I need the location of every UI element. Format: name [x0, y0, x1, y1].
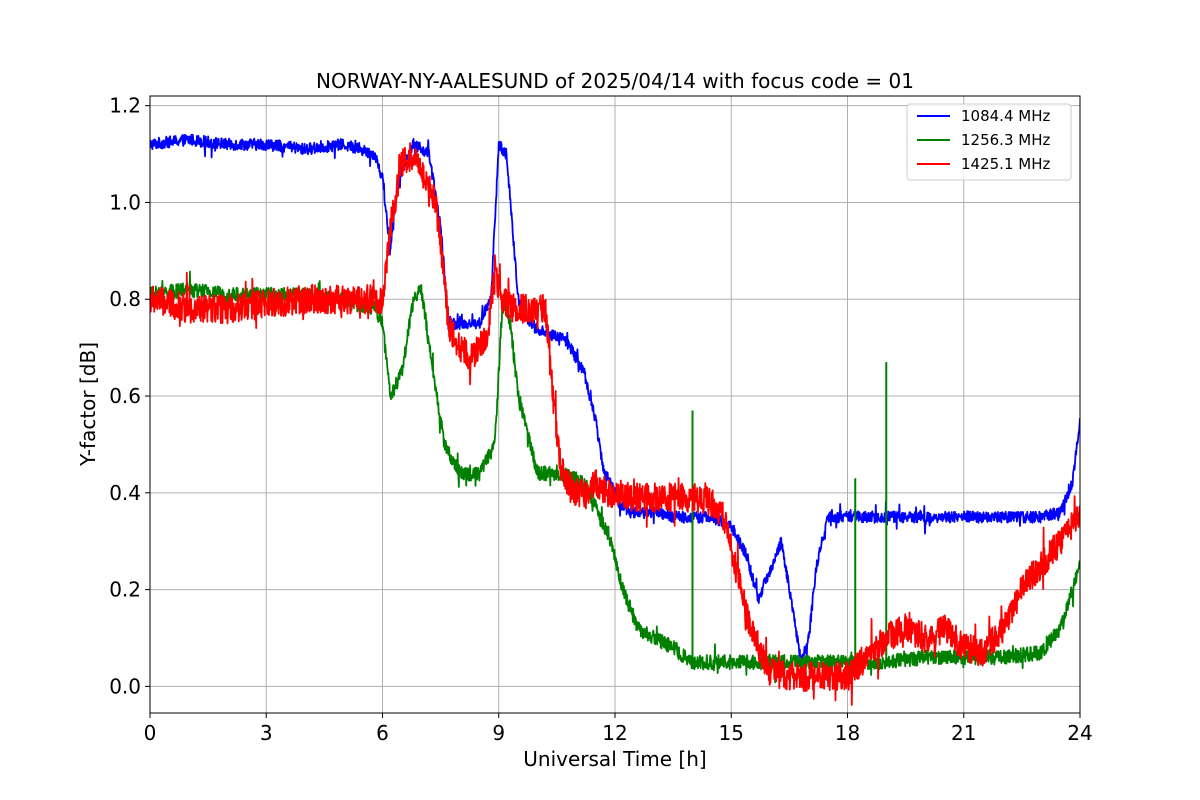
x-tick-label: 3	[260, 721, 273, 745]
y-axis-ticks: 0.0 0.2 0.4 0.6 0.8 1.0 1.2	[109, 94, 150, 698]
y-tick-label: 1.0	[109, 190, 141, 214]
x-tick-label: 12	[602, 721, 627, 745]
y-tick-label: 1.2	[109, 94, 141, 118]
series-line-1	[150, 133, 1080, 667]
y-tick-label: 0.0	[109, 674, 141, 698]
legend-label: 1256.3 MHz	[961, 131, 1050, 149]
y-axis-label: Y-factor [dB]	[76, 342, 100, 467]
legend: 1084.4 MHz 1256.3 MHz 1425.1 MHz	[906, 103, 1072, 181]
x-tick-label: 24	[1067, 721, 1092, 745]
y-tick-label: 0.2	[109, 578, 141, 602]
series-line-3	[150, 142, 1080, 706]
legend-label: 1084.4 MHz	[961, 107, 1050, 125]
x-tick-label: 9	[492, 721, 505, 745]
x-tick-label: 18	[835, 721, 860, 745]
x-axis-label: Universal Time [h]	[523, 747, 706, 771]
x-tick-label: 0	[144, 721, 157, 745]
y-tick-label: 0.8	[109, 287, 141, 311]
chart-title: NORWAY-NY-AALESUND of 2025/04/14 with fo…	[316, 69, 914, 93]
x-axis-ticks: 0 3 6 9 12 15 18 21 24	[144, 713, 1093, 745]
x-tick-label: 15	[719, 721, 744, 745]
y-tick-label: 0.4	[109, 481, 141, 505]
series-group	[150, 133, 1080, 706]
legend-box	[906, 103, 1072, 181]
legend-label: 1425.1 MHz	[961, 155, 1050, 173]
x-tick-label: 6	[376, 721, 389, 745]
x-tick-label: 21	[951, 721, 976, 745]
y-tick-label: 0.6	[109, 384, 141, 408]
